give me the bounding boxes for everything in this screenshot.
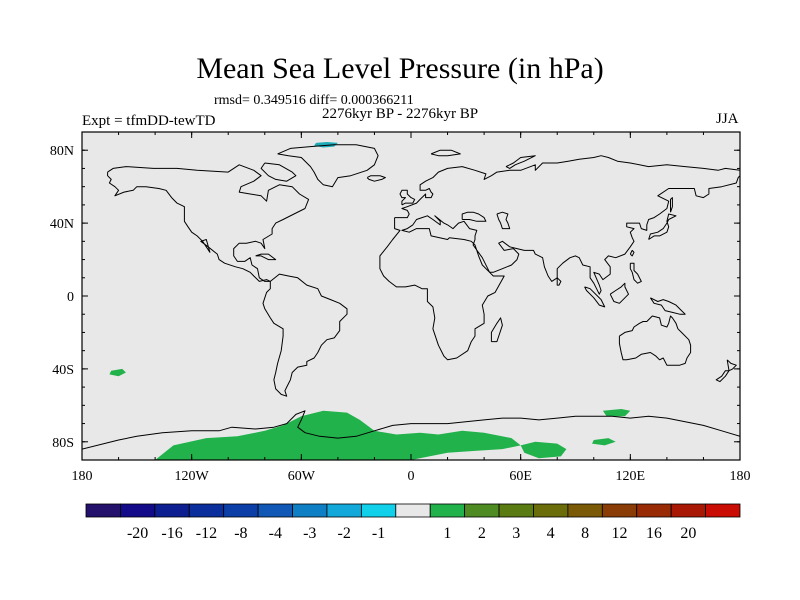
y-tick-label: 40N (50, 217, 74, 232)
colorbar-swatch (154, 503, 190, 518)
colorbar-label: -3 (303, 525, 316, 542)
x-tick-label: 180 (730, 469, 751, 484)
colorbar-swatch (533, 503, 569, 518)
coast-madagascar (490, 317, 503, 343)
colorbar-label: 4 (547, 525, 555, 542)
colorbar-label: -4 (269, 525, 282, 542)
colorbar-label: 1 (443, 525, 451, 542)
colorbar-swatch (326, 503, 362, 518)
y-tick-label: 40S (52, 363, 74, 378)
colorbar-swatch (188, 503, 225, 518)
coast-sri-lanka (556, 277, 562, 286)
colorbar-label: -16 (161, 525, 182, 542)
experiment-label: Expt = tfmDD-tewTD (82, 113, 216, 129)
anomaly-region-2 (602, 409, 631, 417)
map-background (82, 132, 740, 460)
colorbar-label: 8 (581, 525, 589, 542)
coast-new-zealand (715, 359, 737, 383)
coast-south-america (262, 273, 348, 397)
coast-philippines (629, 262, 642, 284)
time-period-label: 2276kyr BP - 2276kyr BP (322, 106, 479, 122)
colorbar-swatch (429, 503, 466, 518)
coast-cuba (255, 253, 277, 261)
colorbar-swatch (636, 503, 672, 518)
colorbar-swatch (360, 503, 397, 518)
coast-taiwan (629, 249, 635, 257)
coast-uk (399, 189, 416, 206)
anomaly-region-0 (155, 410, 521, 460)
x-tick-label: 60W (288, 469, 316, 484)
x-tick-label: 120E (616, 469, 646, 484)
colorbar-swatch (395, 503, 431, 518)
colorbar-label: -2 (337, 525, 350, 542)
x-tick-label: 60E (509, 469, 532, 484)
x-tick-label: 0 (408, 469, 415, 484)
colorbar-swatch (498, 503, 534, 518)
x-tick-label: 120W (175, 469, 210, 484)
coast-borneo (609, 282, 629, 304)
coast-caspian (496, 211, 511, 230)
x-axis: 180 120W 60W 0 60E 120E 180 (72, 132, 751, 484)
y-tick-label: 0 (67, 290, 74, 305)
colorbar-label: -1 (372, 525, 385, 542)
anomaly-region-3 (592, 438, 616, 446)
colorbar-swatch (120, 503, 156, 518)
coast-iceland (366, 175, 386, 182)
coast-new-guinea (649, 297, 686, 315)
coast-antarctica (82, 410, 740, 450)
coast-sakhalin (670, 197, 673, 213)
coast-eurasia-africa (379, 155, 740, 361)
colorbar-swatch (670, 503, 706, 518)
colorbar-label: 2 (478, 525, 486, 542)
colorbar-swatch (257, 503, 293, 518)
colorbar-swatch (223, 503, 259, 518)
coast-australia (618, 315, 692, 366)
colorbar: -20 -16 -12 -8 -4 -3 -2 -1 1 2 3 4 8 12 16 20 (85, 503, 741, 542)
anomaly-fields (109, 142, 631, 460)
colorbar-label: 12 (612, 525, 628, 542)
anomaly-region-1 (520, 441, 567, 459)
coast-japan (648, 213, 677, 240)
coast-svalbard (430, 149, 461, 157)
colorbar-swatch (292, 503, 328, 518)
coast-north-america (107, 164, 310, 282)
colorbar-swatch (601, 503, 638, 518)
colorbar-label: 20 (680, 525, 696, 542)
coast-baffin (260, 162, 297, 182)
y-tick-label: 80N (50, 144, 74, 159)
x-tick-label: 180 (72, 469, 93, 484)
season-label: JJA (716, 111, 739, 127)
colorbar-label: 3 (512, 525, 520, 542)
y-axis: 80N 40N 0 40S 80S (50, 144, 740, 451)
chart-title: Mean Sea Level Pressure (in hPa) (196, 52, 604, 85)
colorbar-swatch (567, 503, 603, 518)
coast-greenland (277, 144, 379, 188)
colorbar-swatch (705, 503, 741, 518)
colorbar-label: -8 (234, 525, 247, 542)
statistics-subtitle: rmsd= 0.349516 diff= 0.000366211 (214, 93, 414, 108)
anomaly-region-4 (109, 368, 126, 377)
coast-sumatra (584, 286, 606, 308)
coastlines (82, 144, 740, 450)
colorbar-swatch (85, 503, 121, 518)
colorbar-label: -12 (196, 525, 217, 542)
coast-novaya-zemlya (505, 155, 536, 169)
coast-black-sea (461, 211, 487, 222)
colorbar-label: -20 (127, 525, 148, 542)
colorbar-label: 16 (646, 525, 662, 542)
colorbar-swatch (464, 503, 500, 518)
y-tick-label: 80S (52, 436, 74, 451)
